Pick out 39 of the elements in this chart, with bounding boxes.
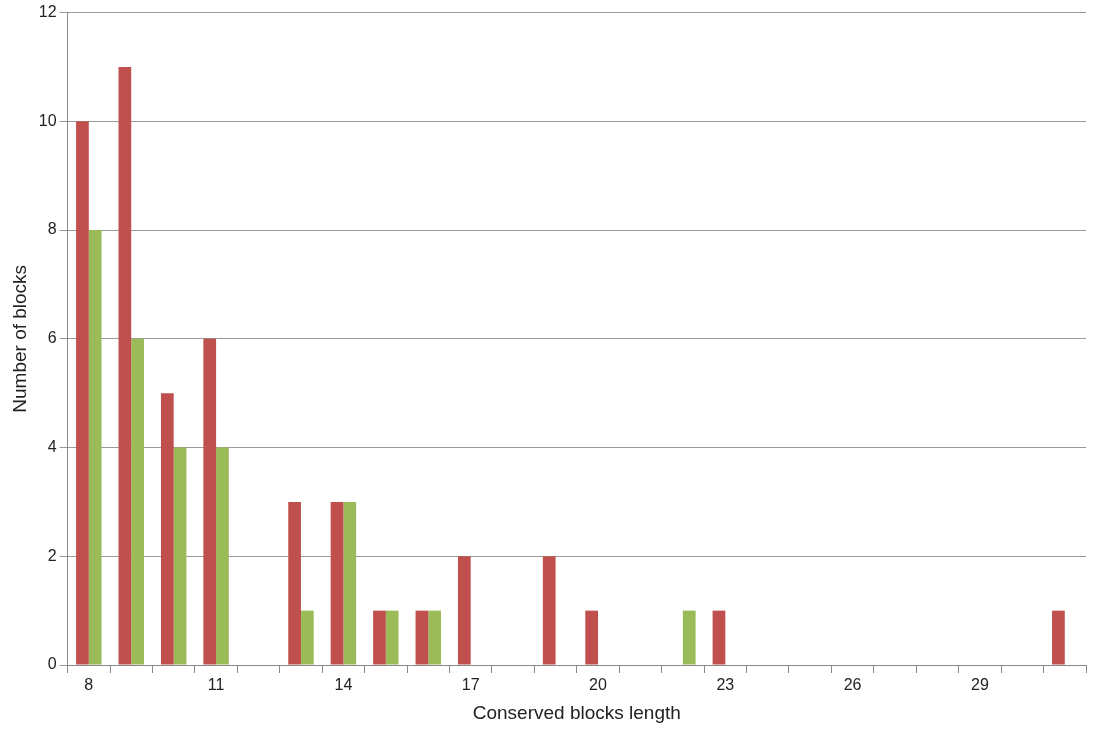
bar [118,66,132,665]
bar [300,610,314,665]
bar [288,501,301,665]
bar [585,610,599,665]
bar [457,556,471,665]
y-tick-label: 0 [47,655,57,673]
x-tick-label: 20 [589,676,608,694]
x-tick-label: 26 [843,676,862,694]
y-tick-label: 2 [47,546,57,564]
bar [712,610,726,665]
bar [88,230,102,665]
x-tick-label: 8 [84,676,94,694]
bar [203,338,217,665]
bar [160,393,174,665]
x-tick-label: 29 [971,676,989,694]
y-tick-label: 10 [38,111,57,129]
bar [682,610,696,665]
bar [76,121,89,665]
x-tick-label: 11 [207,676,225,694]
bar [415,610,429,665]
bar [131,338,144,665]
bar [343,501,357,665]
x-tick-label: 14 [334,676,353,694]
x-tick-label: 23 [716,676,735,694]
y-tick-label: 12 [38,3,57,21]
bar [330,501,344,665]
bar [173,447,187,665]
y-tick-label: 6 [47,329,57,347]
bar [542,556,556,665]
bar [216,447,229,665]
x-tick-label: 17 [461,676,480,694]
y-axis-title: Number of blocks [8,264,30,413]
y-tick-label: 4 [47,437,57,455]
x-axis-title: Conserved blocks length [472,701,681,723]
bar [1052,610,1065,665]
y-tick-label: 8 [47,220,57,238]
bar [373,610,386,665]
bar [428,610,442,665]
bar [385,610,399,665]
